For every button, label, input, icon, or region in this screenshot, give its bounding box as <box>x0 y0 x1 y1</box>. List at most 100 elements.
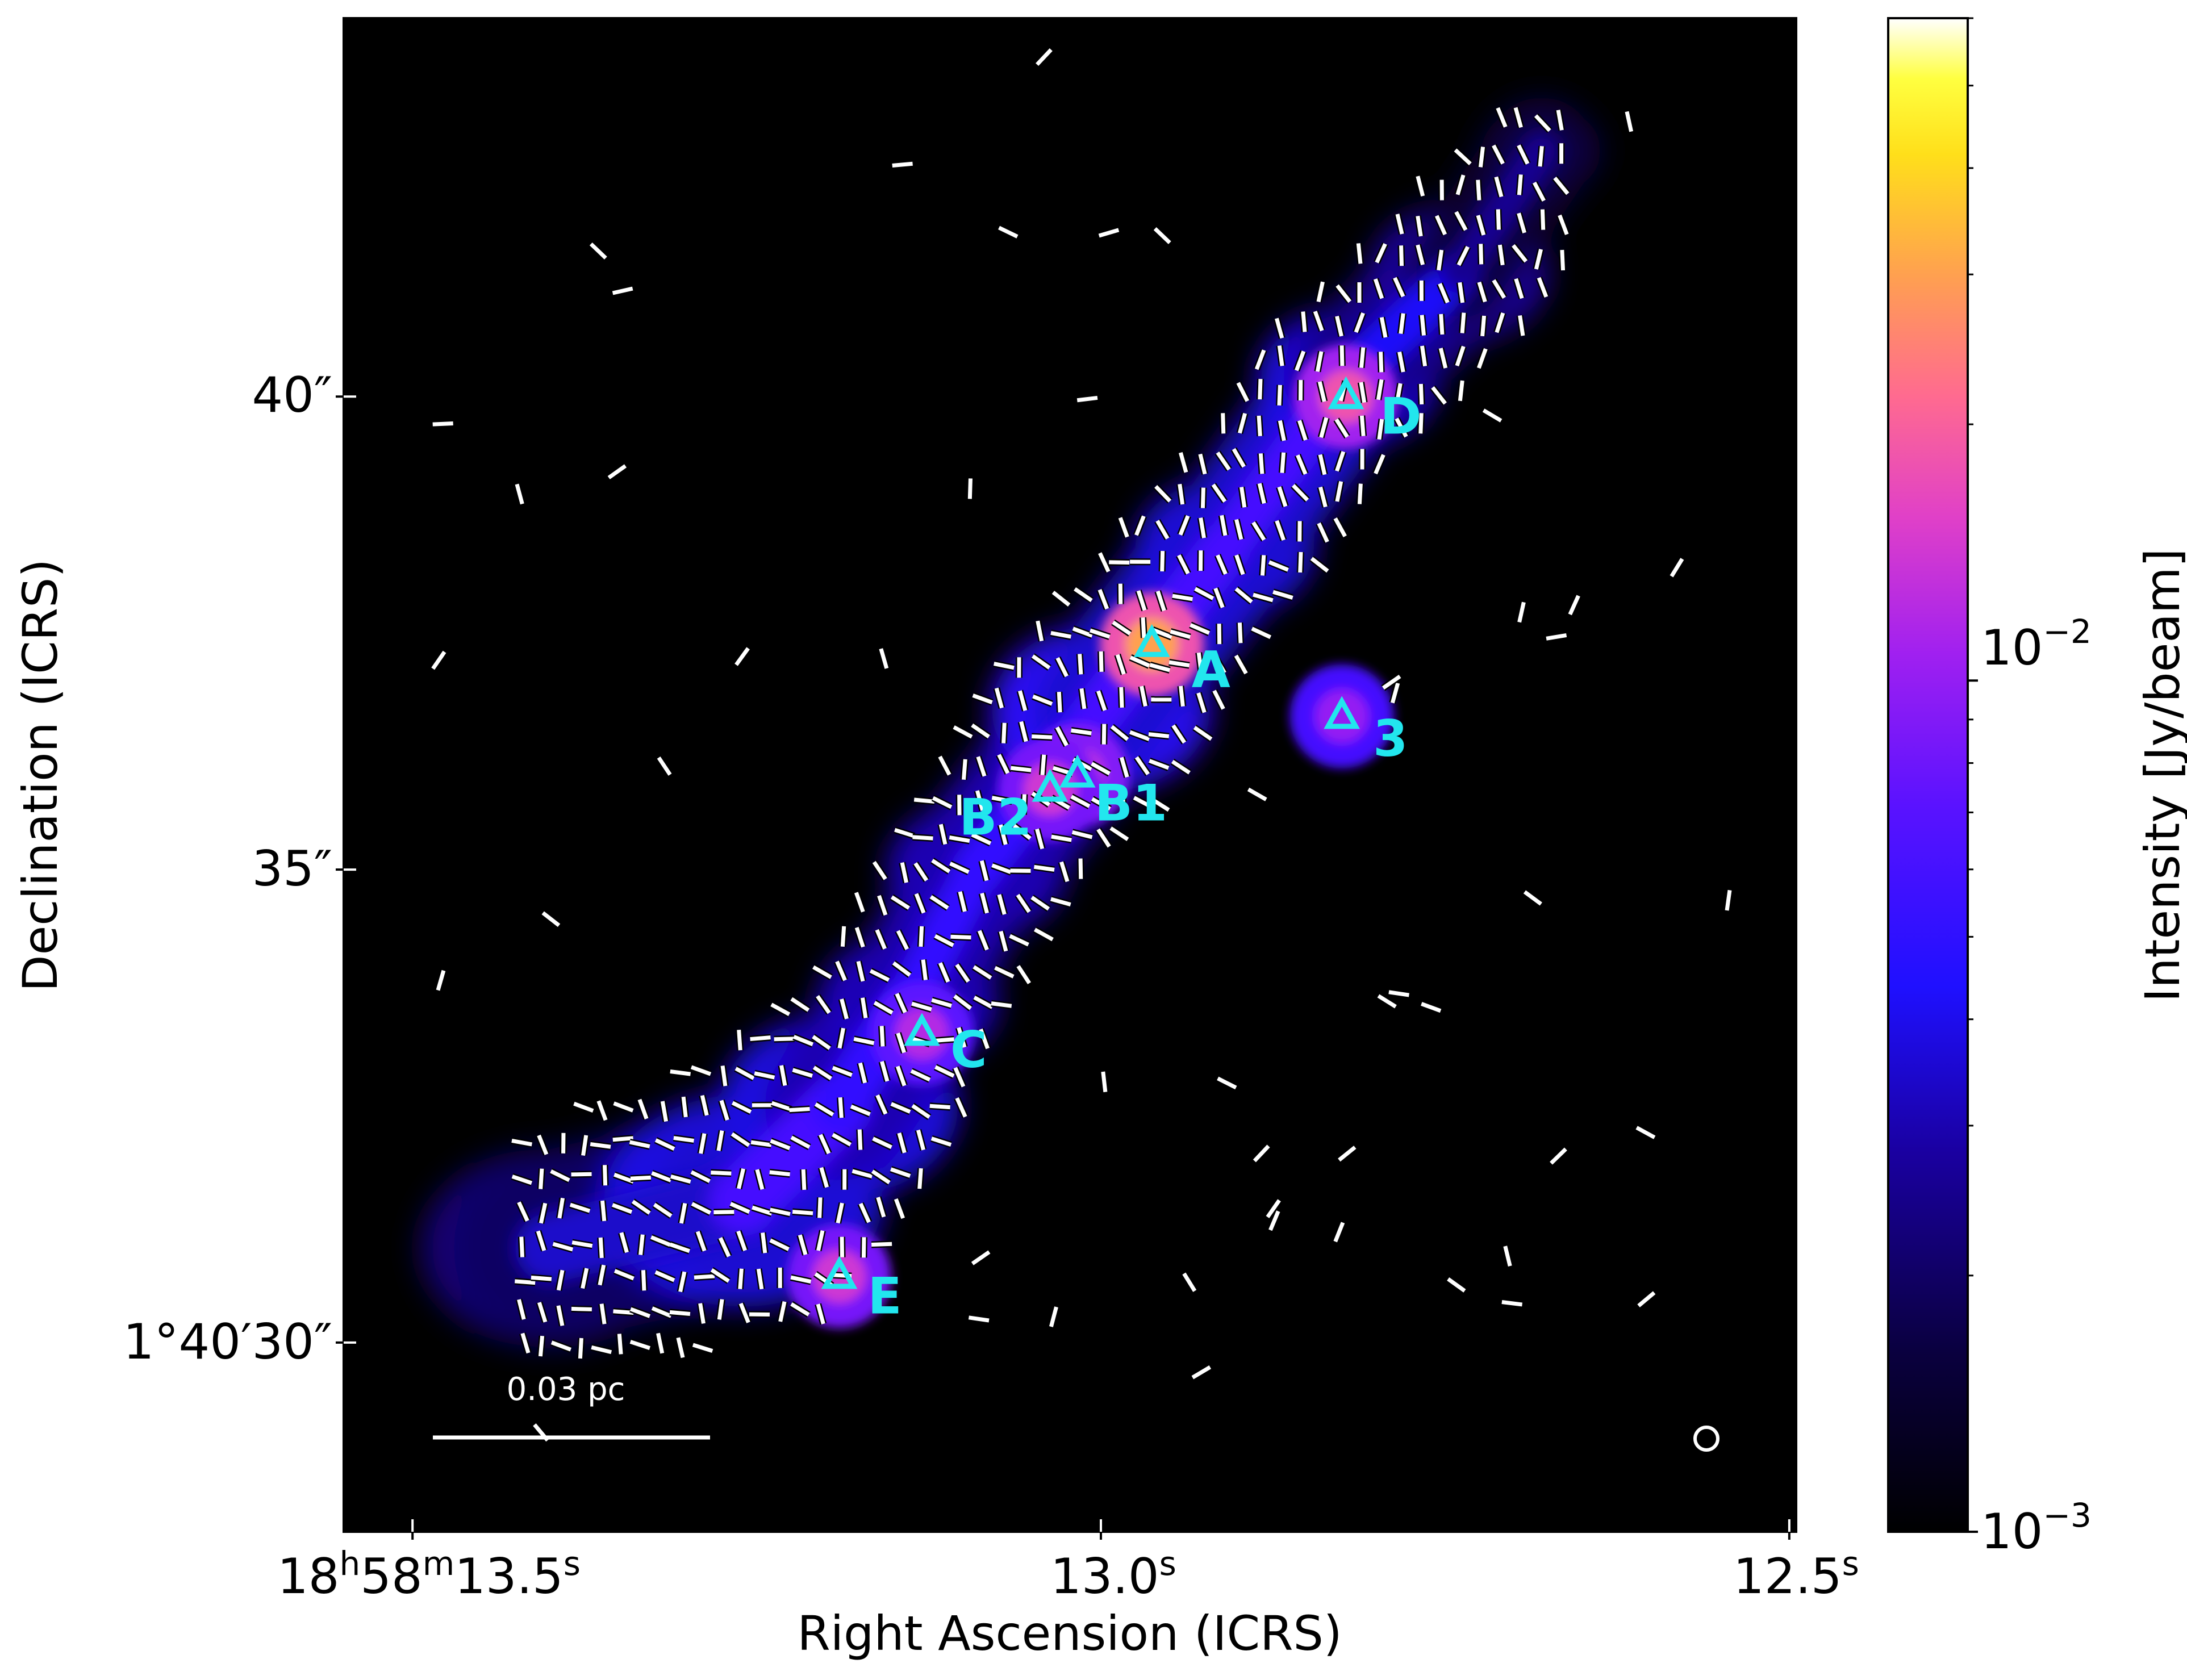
polarization-vector <box>1220 515 1228 536</box>
polarization-vector <box>1268 1210 1280 1231</box>
polarization-vector <box>854 927 865 948</box>
polarization-vector <box>921 959 928 980</box>
polarization-vector <box>617 1334 623 1355</box>
polarization-vector <box>556 1305 565 1326</box>
polarization-vector <box>1517 601 1526 623</box>
polarization-vector <box>1059 861 1070 883</box>
polarization-vector <box>1112 620 1132 636</box>
polarization-vector <box>598 1237 604 1259</box>
source-label: C <box>950 1021 987 1079</box>
polarization-vector <box>792 1068 813 1078</box>
polarization-vector <box>603 1165 608 1186</box>
polarization-vector <box>832 1132 852 1147</box>
polarization-vector <box>871 1169 891 1185</box>
polarization-vector <box>1001 722 1007 743</box>
polarization-vector <box>913 797 935 804</box>
colorbar-gradient <box>1887 17 1969 1533</box>
polarization-vector <box>537 1302 548 1323</box>
polarization-vector <box>1546 633 1567 641</box>
polarization-vector <box>979 1028 990 1050</box>
polarization-vector <box>1196 692 1207 713</box>
polarization-vector <box>991 1001 1012 1008</box>
polarization-vector <box>869 969 890 982</box>
polarization-vector <box>894 1198 905 1219</box>
polarization-vector <box>737 1168 745 1189</box>
polarization-vector <box>1492 279 1506 299</box>
source-label: D <box>1380 387 1421 445</box>
polarization-vector <box>1148 732 1170 738</box>
polarization-vector <box>953 725 973 739</box>
polarization-vector <box>1568 595 1580 616</box>
polarization-vector <box>876 1197 886 1218</box>
polarization-vector <box>1335 315 1343 337</box>
polarization-vector <box>556 1269 565 1291</box>
polarization-vector <box>1725 889 1732 911</box>
polarization-vector <box>816 1303 825 1324</box>
polarization-vector <box>973 996 994 1009</box>
polarization-vector <box>511 1138 532 1147</box>
polarization-vector <box>938 824 948 845</box>
polarization-vector <box>991 863 1012 875</box>
polarization-vector <box>911 1001 932 1012</box>
polarization-vector <box>514 1279 536 1285</box>
polarization-vector <box>1172 594 1193 601</box>
polarization-vector <box>1416 175 1425 197</box>
x-tick-label: 13.0s <box>1050 1544 1176 1605</box>
polarization-vector <box>856 960 865 982</box>
polarization-vector <box>779 1065 787 1086</box>
polarization-vector <box>1177 554 1190 575</box>
polarization-vector <box>873 1001 894 1015</box>
polarization-vector <box>975 790 985 811</box>
polarization-vector <box>892 961 911 977</box>
polarization-vector <box>1395 383 1403 404</box>
polarization-vector <box>994 966 1015 979</box>
polarization-vector <box>955 1097 967 1118</box>
polarization-vector <box>1420 315 1426 336</box>
polarization-vector <box>1395 214 1404 235</box>
polarization-vector <box>1078 858 1083 879</box>
polarization-vector <box>1538 146 1544 167</box>
polarization-vector <box>949 835 970 843</box>
polarization-vector <box>670 1174 691 1184</box>
polarization-vector <box>629 1307 651 1318</box>
polarization-vector <box>1399 313 1405 334</box>
polarization-vector <box>713 1210 734 1214</box>
polarization-vector <box>1212 689 1225 710</box>
polarization-vector <box>1374 454 1385 475</box>
polarization-vector <box>1109 826 1129 841</box>
polarization-vector <box>581 1268 589 1289</box>
polarization-vector <box>971 723 990 739</box>
polarization-vector <box>1476 215 1486 236</box>
polarization-vector <box>877 895 888 916</box>
polarization-vector <box>857 1129 863 1150</box>
polarization-vector <box>1196 652 1204 674</box>
polarization-vector <box>1091 762 1111 776</box>
polarization-vector <box>1556 110 1564 131</box>
polarization-vector <box>612 1136 633 1142</box>
polarization-vector <box>1051 834 1072 842</box>
polarization-vector <box>431 650 446 670</box>
polarization-vector <box>913 862 929 882</box>
polarization-vector <box>718 1237 731 1257</box>
polarization-vector <box>1456 245 1470 266</box>
polarization-vector <box>1032 734 1053 739</box>
polarization-vector <box>1258 453 1264 474</box>
polarization-vector <box>1278 420 1286 441</box>
polarization-vector <box>1534 114 1551 132</box>
polarization-vector <box>790 997 810 1012</box>
polarization-vector <box>613 1309 634 1315</box>
polarization-vector <box>660 1101 668 1122</box>
polarization-vector <box>875 1094 888 1115</box>
polarization-vector <box>1393 277 1405 298</box>
colorbar-tick-label: 10−2 <box>1981 612 2092 676</box>
polarization-vector <box>914 893 926 914</box>
polarization-vector <box>550 1340 571 1352</box>
polarization-vector <box>1335 451 1346 472</box>
polarization-vector <box>1494 176 1504 198</box>
polarization-vector <box>637 1098 649 1119</box>
scale-bar: 0.03 pc <box>433 1371 710 1440</box>
polarization-vector <box>569 1202 591 1213</box>
polarization-vector <box>1071 830 1093 839</box>
polarization-vector <box>679 1202 687 1224</box>
polarization-vector <box>536 1230 546 1251</box>
